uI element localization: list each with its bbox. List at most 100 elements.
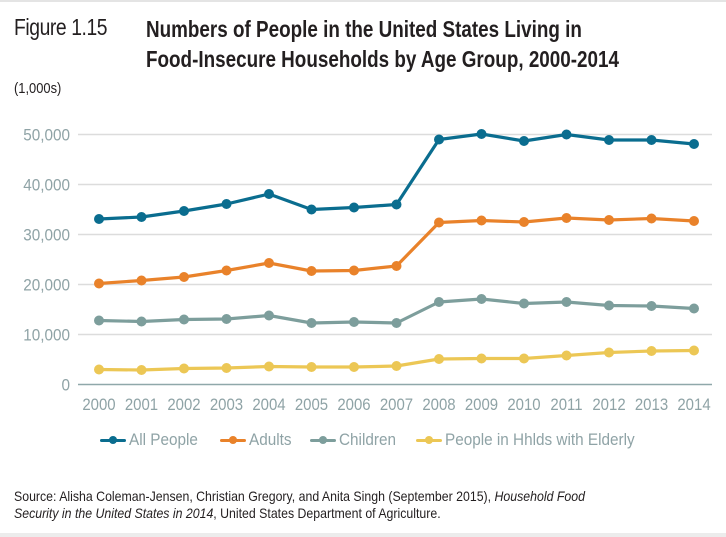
legend-item-children: Children [309, 430, 402, 450]
data-point [646, 213, 657, 224]
data-point [221, 265, 232, 276]
source-prefix: Source: Alisha Coleman-Jensen, Christian… [14, 488, 495, 504]
x-tick-label: 2001 [125, 396, 158, 414]
x-tick-label: 2004 [252, 396, 285, 414]
data-point [221, 363, 232, 373]
data-point [519, 353, 529, 364]
x-tick-label: 2013 [635, 396, 668, 414]
data-point [349, 265, 359, 276]
series-adults [94, 213, 699, 289]
data-point [136, 365, 147, 375]
y-tick-label: 0 [61, 376, 70, 395]
y-tick-label: 50,000 [23, 126, 70, 145]
data-point [519, 136, 529, 146]
legend-line-marker-icon [219, 434, 246, 446]
data-point [306, 318, 317, 328]
data-point [561, 297, 572, 307]
x-tick-label: 2012 [592, 396, 625, 414]
data-point [221, 199, 232, 209]
chart-legend: All People Adults Children People in Hhlds … [100, 430, 656, 450]
y-tick-label: 30,000 [23, 226, 70, 245]
legend-label: Children [338, 430, 396, 449]
source-suffix: , United States Department of Agricultur… [213, 505, 441, 521]
x-tick-label: 2000 [82, 396, 115, 414]
data-point [604, 215, 614, 225]
legend-label: All People [129, 430, 198, 449]
data-point [434, 297, 444, 307]
data-point [689, 303, 699, 314]
data-point [476, 215, 487, 226]
data-point [391, 261, 402, 271]
y-axis-units-label: (1,000s) [14, 80, 62, 97]
legend-item-adults: Adults [219, 430, 296, 450]
figure-label: Figure 1.15 [14, 14, 108, 40]
data-point [689, 216, 699, 226]
x-tick-label: 2006 [337, 396, 370, 414]
data-point [94, 278, 104, 289]
top-rule [0, 0, 726, 2]
x-tick-label: 2014 [677, 396, 710, 414]
data-point [349, 362, 359, 372]
data-point [94, 214, 104, 224]
data-point [476, 129, 487, 139]
legend-line-marker-icon [100, 434, 126, 446]
data-point [179, 206, 189, 216]
data-point [646, 301, 657, 311]
figure-title: Numbers of People in the United States L… [146, 14, 619, 74]
data-point [561, 129, 572, 140]
data-point [349, 317, 359, 327]
line-chart: 0 10,000 20,000 30,000 40,000 50,000 2000 2001… [23, 126, 712, 414]
x-tick-label: 2002 [167, 396, 200, 414]
data-point [179, 272, 189, 282]
data-point [264, 310, 274, 321]
data-point [646, 346, 657, 356]
x-tick-label: 2008 [422, 396, 455, 414]
y-tick-label: 10,000 [23, 326, 70, 345]
data-point [646, 135, 657, 145]
data-point [604, 347, 614, 358]
data-point [94, 364, 104, 375]
series-elderly [94, 345, 699, 375]
data-point [561, 213, 572, 223]
data-point [306, 362, 317, 372]
source-title-italic-1: Household Food [494, 488, 585, 504]
bottom-band [0, 533, 726, 537]
legend-line-marker-icon [309, 434, 336, 446]
y-tick-label: 40,000 [23, 176, 70, 195]
data-point [136, 212, 147, 222]
data-point [349, 202, 359, 213]
data-point [604, 300, 614, 311]
data-point [264, 189, 274, 199]
data-point [306, 204, 317, 215]
y-tick-label: 20,000 [23, 276, 70, 295]
x-tick-label: 2010 [507, 396, 540, 414]
x-tick-label: 2005 [295, 396, 328, 414]
data-point [391, 318, 402, 328]
figure-title-line-1: Numbers of People in the United States L… [146, 16, 582, 42]
data-point [264, 361, 274, 372]
series-line [97, 216, 696, 286]
data-point [94, 315, 104, 326]
source-note: Source: Alisha Coleman-Jensen, Christian… [14, 488, 683, 522]
data-point [179, 363, 189, 374]
data-point [136, 316, 147, 327]
data-point [434, 134, 444, 145]
data-point [689, 139, 699, 149]
series-lines [94, 129, 699, 375]
legend-item-elderly: People in Hhlds with Elderly [416, 430, 656, 450]
data-point [476, 353, 487, 364]
data-point [434, 217, 444, 228]
data-point [264, 258, 274, 268]
data-point [476, 294, 487, 304]
data-point [434, 354, 444, 364]
legend-label: People in Hhlds with Elderly [445, 430, 635, 449]
x-tick-label: 2007 [380, 396, 413, 414]
data-point [391, 199, 402, 210]
data-point [561, 350, 572, 361]
x-tick-label: 2011 [550, 396, 582, 414]
data-point [519, 298, 529, 309]
figure-title-line-2: Food-Insecure Households by Age Group, 2… [146, 46, 620, 72]
series-children [94, 294, 699, 328]
source-title-italic-2: Security in the United States in 2014 [14, 505, 214, 521]
data-point [306, 266, 317, 276]
